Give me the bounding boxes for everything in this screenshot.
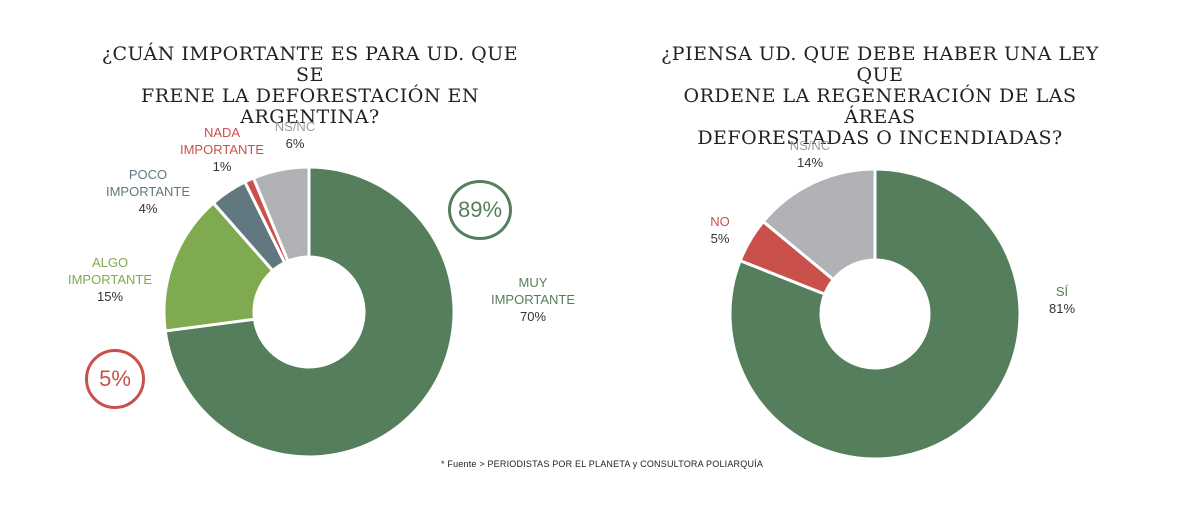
slice-label-text: IMPORTANTE <box>179 142 265 157</box>
slice-label-text: IMPORTANTE <box>105 184 191 199</box>
slice-value-label: 4% <box>138 201 158 216</box>
donut-slice-ns-nc <box>761 167 877 282</box>
slice-value-label: 6% <box>285 136 305 151</box>
badge-text: 5% <box>99 366 131 391</box>
source-footnote: * Fuente > PERIODISTAS POR EL PLANETA y … <box>441 459 764 469</box>
slice-value-label: 15% <box>96 289 124 304</box>
slice-label-muy-importante: MUY IMPORTANTE 70% <box>478 274 588 325</box>
right-chart-title: ¿PIENSA UD. QUE DEBE HABER UNA LEY QUE O… <box>660 44 1100 149</box>
left-donut-chart <box>162 165 456 459</box>
donut-slice-algo-importante <box>162 200 275 333</box>
slice-value-label: 1% <box>212 159 232 174</box>
badge-89-percent: 89% <box>448 180 512 240</box>
left-chart-title: ¿CUÁN IMPORTANTE ES PARA UD. QUE SE FREN… <box>90 44 530 128</box>
slice-label-text: NADA <box>203 125 241 140</box>
left-chart-title-line: FRENE LA DEFORESTACIÓN EN ARGENTINA? <box>141 85 479 128</box>
slice-label-ns-nc: NS/NC 14% <box>770 137 850 171</box>
slice-label-text: ALGO <box>91 255 129 270</box>
badge-5-percent: 5% <box>85 349 145 409</box>
left-chart-title-line: ¿CUÁN IMPORTANTE ES PARA UD. QUE SE <box>101 43 519 86</box>
slice-label-text: SÍ <box>1055 284 1069 299</box>
slice-label-poco-importante: POCO IMPORTANTE 4% <box>93 166 203 217</box>
slice-label-si: SÍ 81% <box>1027 283 1097 317</box>
donut-slice-ns-nc <box>251 165 311 264</box>
slice-label-text: IMPORTANTE <box>67 272 153 287</box>
slice-value-label: 81% <box>1048 301 1076 316</box>
donut-slice-sí <box>728 167 1022 461</box>
right-donut-chart <box>728 167 1022 461</box>
right-chart-title-line: DEFORESTADAS O INCENDIADAS? <box>697 127 1063 149</box>
slice-label-text: NO <box>710 214 730 229</box>
slice-value-label: 5% <box>710 231 730 246</box>
slice-label-text: POCO <box>128 167 168 182</box>
right-chart-title-line: ORDENE LA REGENERACIÓN DE LAS ÁREAS <box>683 85 1077 128</box>
badge-text: 89% <box>457 197 503 222</box>
slice-label-no: NO 5% <box>695 213 745 247</box>
slice-label-text: NS/NC <box>274 119 316 134</box>
slice-label-text: IMPORTANTE <box>490 292 576 307</box>
slice-value-label: 70% <box>519 309 547 324</box>
slice-label-text: NS/NC <box>789 138 831 153</box>
donut-slice-muy-importante <box>163 165 456 459</box>
slice-value-label: 14% <box>796 155 824 170</box>
right-chart-title-line: ¿PIENSA UD. QUE DEBE HABER UNA LEY QUE <box>661 43 1099 86</box>
slice-label-text: MUY <box>518 275 548 290</box>
slice-label-nada-importante: NADA IMPORTANTE 1% <box>167 124 277 175</box>
slice-label-ns-nc: NS/NC 6% <box>255 118 335 152</box>
slice-label-algo-importante: ALGO IMPORTANTE 15% <box>55 254 165 305</box>
